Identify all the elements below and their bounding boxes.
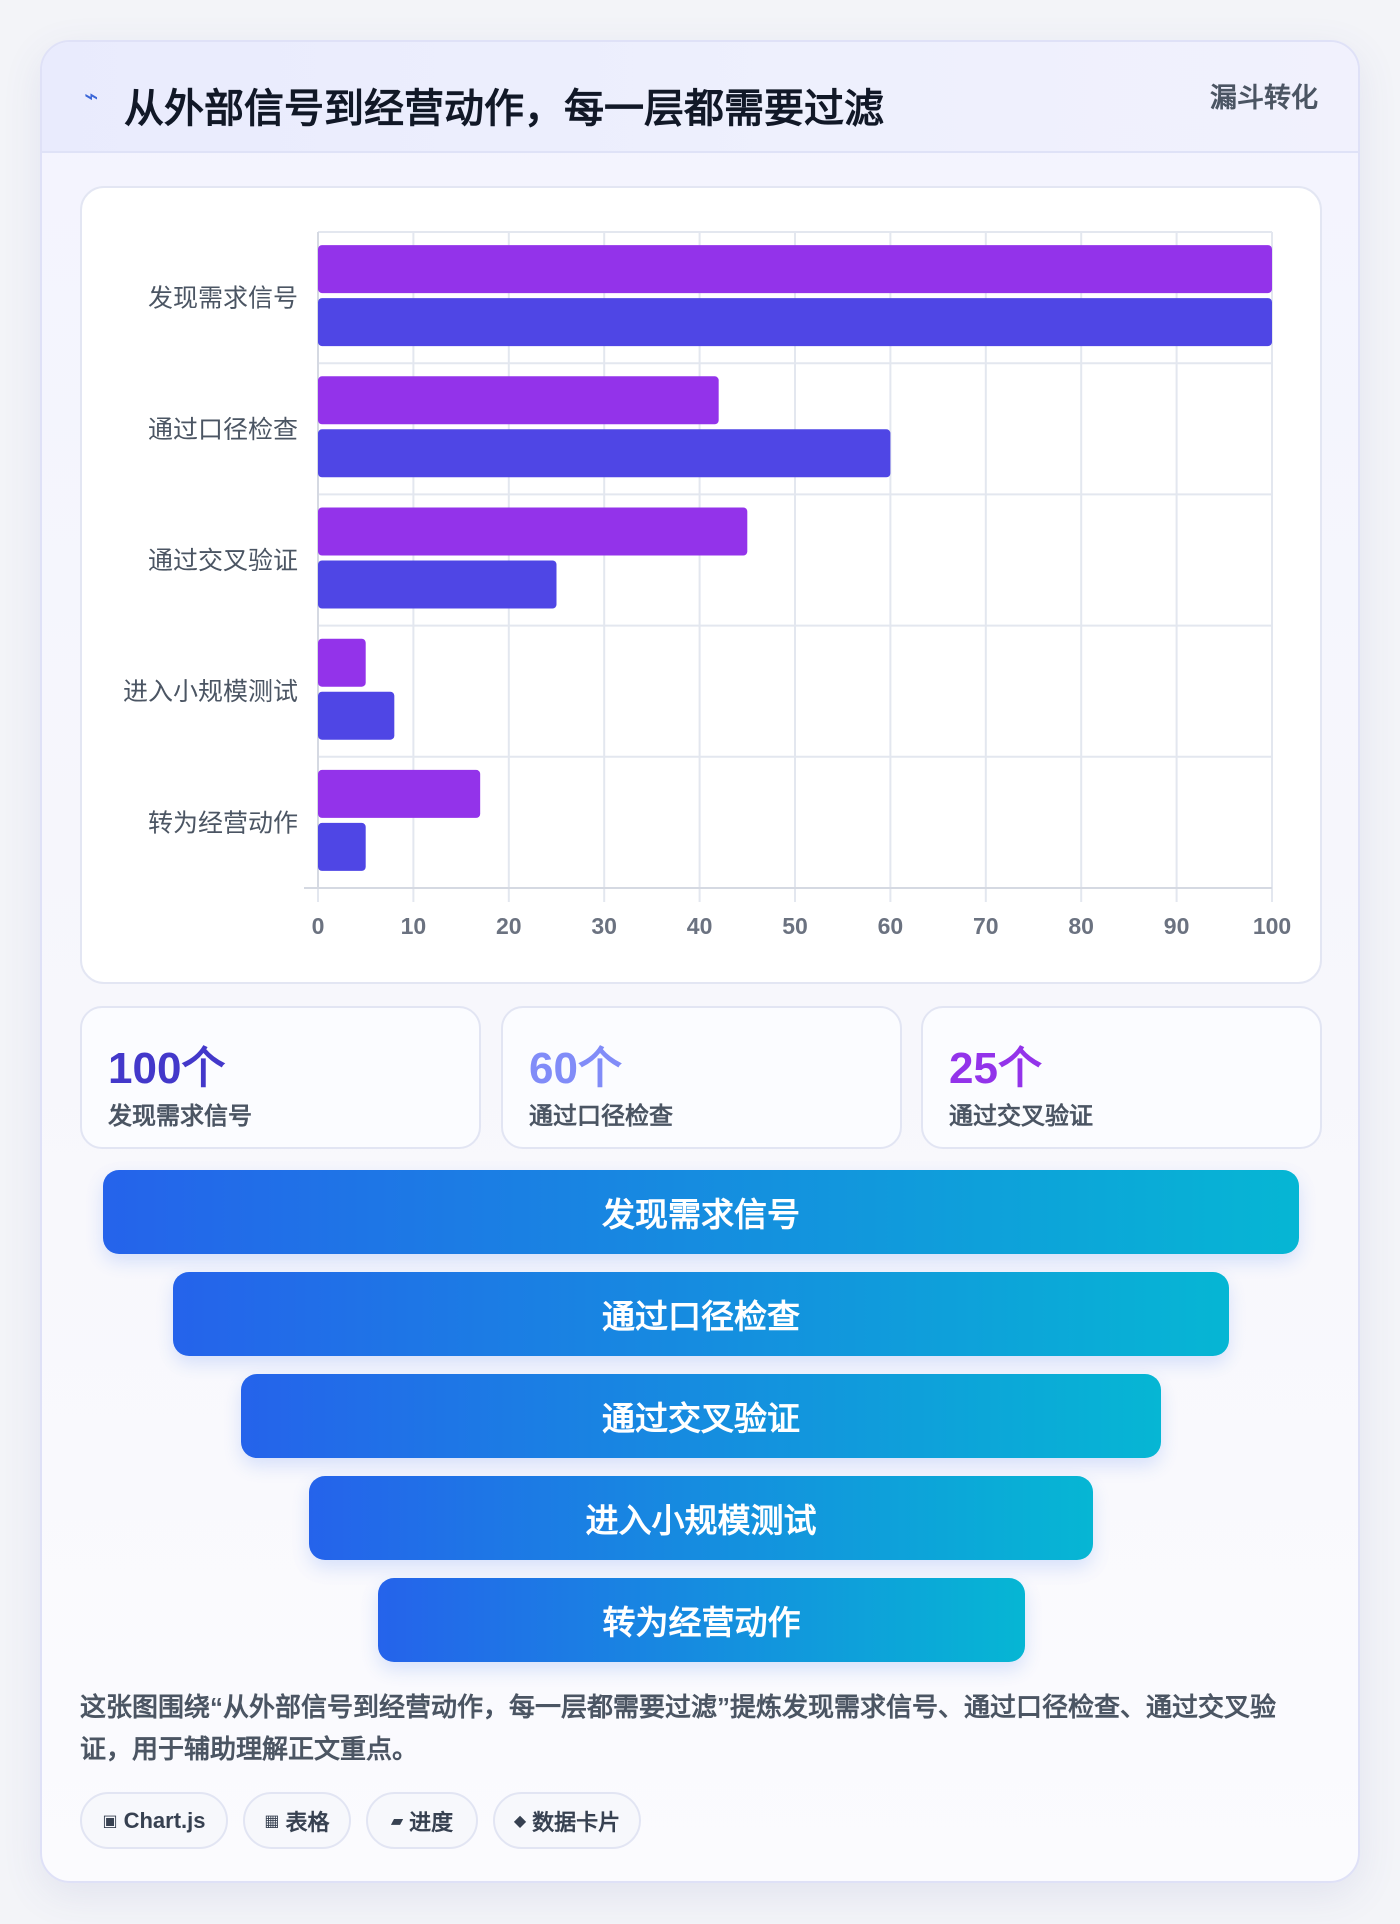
bar-2	[318, 560, 557, 609]
chip-label: 表格	[285, 1809, 330, 1835]
x-tick-label: 60	[878, 913, 904, 939]
stat-label: 发现需求信号	[108, 1103, 252, 1130]
x-tick-label: 30	[591, 913, 617, 939]
stat-value: 60个	[529, 1044, 622, 1093]
stat-value: 100个	[108, 1044, 226, 1093]
stat-card-3: 25个 通过交叉验证	[921, 1006, 1322, 1149]
bar-1	[318, 638, 366, 687]
x-tick-label: 90	[1164, 913, 1190, 939]
funnel-stage-1: 发现需求信号	[103, 1170, 1299, 1254]
funnel-stage-4: 进入小规模测试	[309, 1476, 1093, 1560]
chip-progress[interactable]: ▰ 进度	[366, 1792, 478, 1849]
card-tag: 漏斗转化	[1210, 83, 1318, 113]
chart-icon: ▣	[102, 1812, 118, 1830]
x-tick-label: 10	[401, 913, 427, 939]
x-tick-label: 40	[687, 913, 713, 939]
y-category-label: 进入小规模测试	[123, 678, 298, 706]
chart-caption: 这张图围绕“从外部信号到经营动作，每一层都需要过滤”提炼发现需求信号、通过口径检…	[80, 1692, 1277, 1764]
y-category-label: 转为经营动作	[148, 809, 298, 837]
y-category-label: 通过交叉验证	[148, 547, 298, 575]
chip-label: Chart.js	[123, 1807, 206, 1833]
stat-label: 通过交叉验证	[949, 1103, 1093, 1130]
bar-chart: 0 10 20 30 40 50 60 70 80 90 100 发现需求信号通过口径检查通过交叉验证…	[123, 231, 1291, 939]
funnel-stage-5: 转为经营动作	[378, 1578, 1025, 1662]
lightning-icon: ⌁	[84, 83, 99, 110]
bar-2	[318, 691, 395, 740]
x-tick-label: 100	[1253, 913, 1291, 939]
bar-1	[318, 245, 1272, 294]
bar-2	[318, 429, 891, 478]
stat-card-1: 100个 发现需求信号	[80, 1006, 481, 1149]
x-tick-label: 50	[782, 913, 808, 939]
card-header: ⌁ 从外部信号到经营动作，每一层都需要过滤 漏斗转化	[42, 42, 1358, 153]
bar-1	[318, 376, 719, 425]
x-tick-label: 0	[312, 913, 325, 939]
bar-2	[318, 822, 366, 871]
chip-data-card[interactable]: ◆ 数据卡片	[493, 1792, 641, 1849]
bar-1	[318, 769, 481, 818]
progress-icon: ▰	[390, 1812, 404, 1830]
bar-1	[318, 507, 748, 556]
y-category-label: 发现需求信号	[148, 285, 298, 313]
chip-label: 进度	[409, 1809, 454, 1835]
funnel-stage-2: 通过口径检查	[173, 1272, 1229, 1356]
bar-chart-panel: 0 10 20 30 40 50 60 70 80 90 100 发现需求信号 通过口径检查 通过交叉验证…	[80, 186, 1322, 984]
card-title: 从外部信号到经营动作，每一层都需要过滤	[124, 87, 884, 131]
funnel-stage-3: 通过交叉验证	[241, 1374, 1161, 1458]
chip-chartjs[interactable]: ▣ Chart.js	[80, 1792, 228, 1849]
diamond-icon: ◆	[513, 1812, 527, 1830]
chip-label: 数据卡片	[532, 1809, 621, 1835]
stat-value: 25个	[949, 1044, 1042, 1093]
stat-card-2: 60个 通过口径检查	[501, 1006, 902, 1149]
table-icon: ▦	[264, 1812, 280, 1830]
funnel-card: ⌁ 从外部信号到经营动作，每一层都需要过滤 漏斗转化 0 10 20 30 40 50 60…	[40, 40, 1360, 1883]
x-tick-label: 70	[973, 913, 999, 939]
stat-label: 通过口径检查	[529, 1103, 673, 1130]
chip-table[interactable]: ▦ 表格	[243, 1792, 351, 1849]
x-tick-label: 20	[496, 913, 522, 939]
x-tick-label: 80	[1068, 913, 1094, 939]
y-category-label: 通过口径检查	[148, 416, 298, 444]
bar-2	[318, 298, 1272, 347]
